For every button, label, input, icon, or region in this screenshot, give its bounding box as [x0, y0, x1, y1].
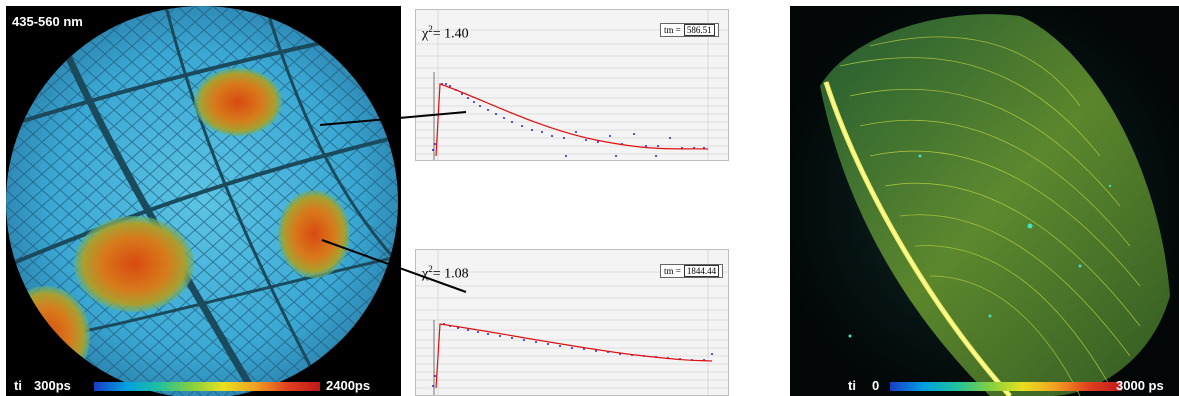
decay-plot-top: χ2= 1.40 tm = 586.51: [415, 9, 729, 161]
chi-square-top: χ2= 1.40: [422, 24, 469, 42]
scale-max-label-right: 3000 ps: [1116, 378, 1164, 393]
lifetime-colorbar-right: [890, 382, 1122, 391]
scale-max-label: 2400ps: [326, 378, 371, 393]
feather-flim-image: ti 0 3000 ps: [790, 6, 1179, 396]
feather-image-graphic: [790, 6, 1179, 396]
mean-lifetime-box-top: tm = 586.51: [660, 23, 719, 37]
chi-square-bottom: χ2= 1.08: [422, 264, 469, 282]
wavelength-label: 435-560 nm: [12, 14, 83, 29]
decay-plot-top-graphic: [416, 10, 728, 160]
scale-min-label-right: 0: [872, 378, 880, 393]
lifetime-colorbar: [94, 382, 320, 391]
lifetime-scale-label: ti: [14, 378, 22, 393]
mean-lifetime-box-bottom: tm = 1844.44: [660, 264, 724, 278]
scale-min-label: 300ps: [34, 378, 71, 393]
leaf-flim-image: 435-560 nm ti 300ps 2400ps: [6, 6, 401, 396]
leaf-image-graphic: [6, 6, 398, 396]
lifetime-scale-label-right: ti: [848, 378, 856, 393]
decay-plot-bottom: χ2= 1.08 tm = 1844.44: [415, 249, 729, 396]
